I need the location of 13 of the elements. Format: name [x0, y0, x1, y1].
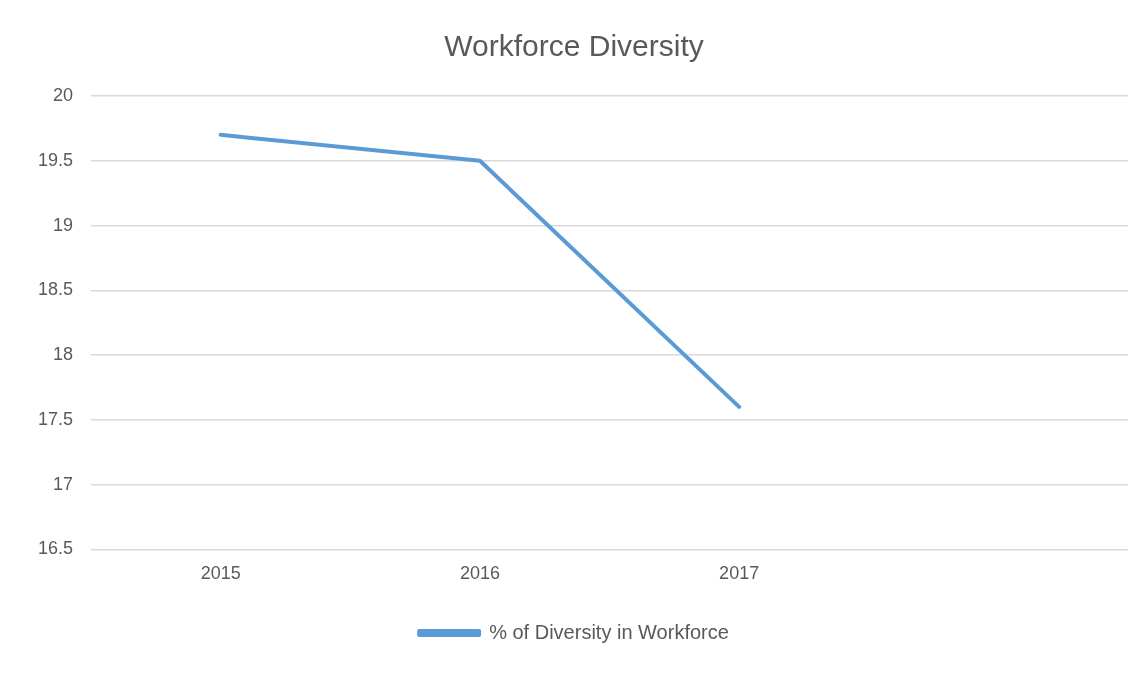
y-tick-label: 18.5: [37, 279, 74, 300]
y-tick-label: 16.5: [37, 538, 74, 559]
chart-title: Workforce Diversity: [444, 29, 704, 63]
y-tick-label: 17.5: [37, 408, 74, 429]
y-tick-label: 17: [53, 473, 74, 494]
legend-label: % of Diversity in Workforce: [489, 620, 729, 643]
x-tick-label: 2017: [719, 563, 760, 584]
y-tick-label: 20: [53, 84, 74, 105]
x-tick-label: 2016: [459, 563, 500, 584]
y-tick-label: 19: [53, 214, 74, 235]
x-tick-label: 2015: [200, 563, 241, 584]
y-tick-label: 19.5: [37, 149, 74, 170]
y-tick-label: 18: [53, 344, 74, 365]
